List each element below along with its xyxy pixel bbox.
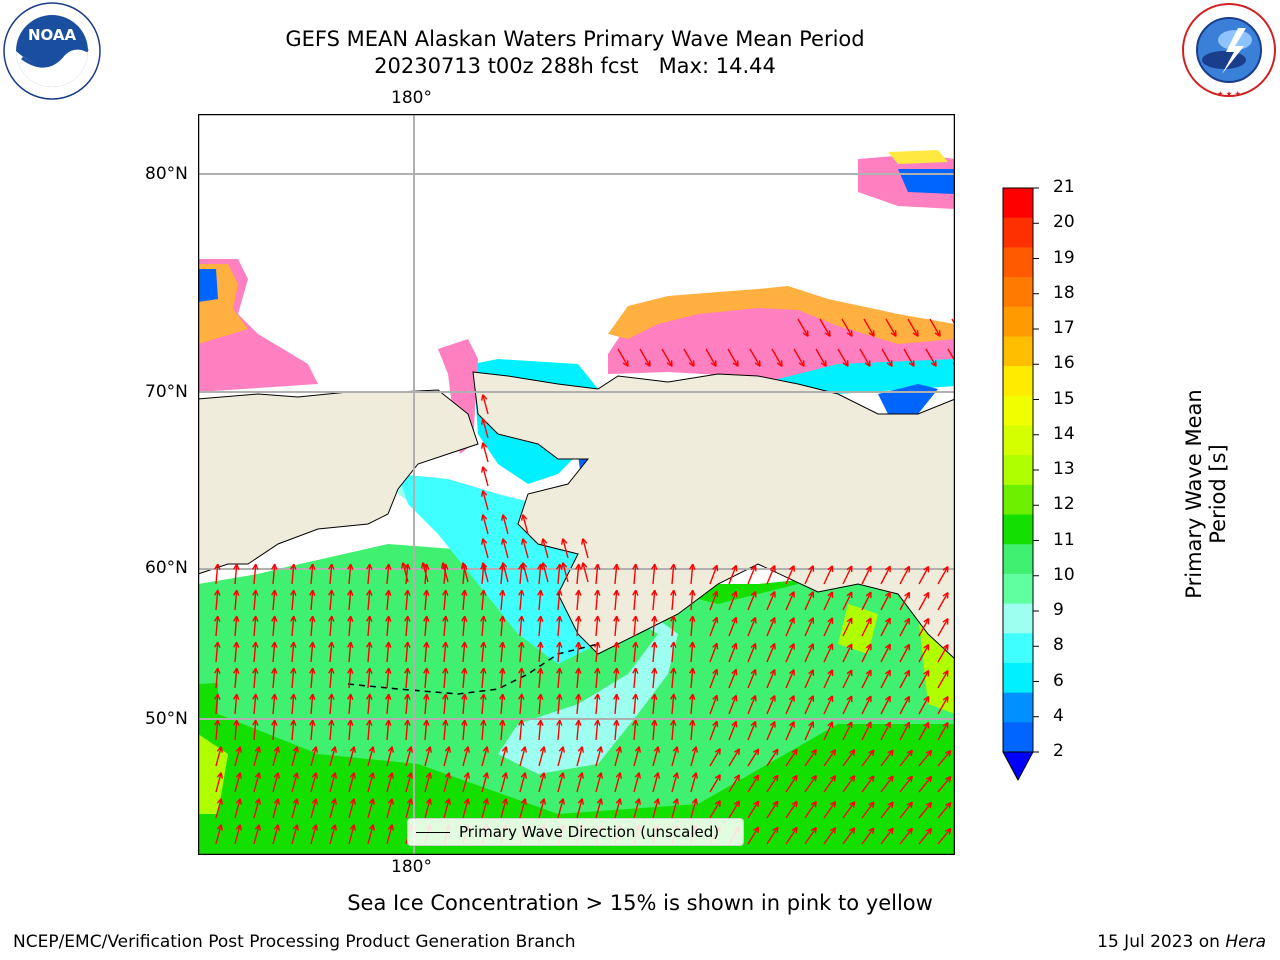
colorbar-tick-label: 20 — [1053, 212, 1075, 233]
colorbar-under-triangle — [1002, 751, 1034, 782]
lat-label-50: 50°N — [145, 709, 188, 729]
credit-host: Hera — [1225, 932, 1266, 952]
map-legend: Primary Wave Direction (unscaled) — [407, 818, 744, 846]
colorbar-bin — [1003, 336, 1033, 367]
colorbar-bin — [1003, 544, 1033, 575]
colorbar-tick-label: 4 — [1053, 705, 1064, 726]
colorbar-tick-label: 8 — [1053, 635, 1064, 656]
colorbar-bin — [1003, 455, 1033, 486]
noaa-logo: NOAA — [2, 2, 102, 100]
colorbar-bin — [1003, 603, 1033, 634]
colorbar-bin — [1003, 306, 1033, 337]
colorbar-tick-label: 10 — [1053, 564, 1075, 585]
colorbar-bin — [1003, 425, 1033, 456]
lon-label-top: 180° — [391, 88, 432, 108]
colorbar-tick-label: 11 — [1053, 529, 1075, 550]
noaa-logo-text: NOAA — [28, 26, 77, 44]
colorbar-tick-label: 6 — [1053, 670, 1064, 691]
map-panel — [197, 113, 956, 856]
lon-label-bottom: 180° — [391, 857, 432, 877]
colorbar-bin — [1003, 247, 1033, 278]
lat-label-60: 60°N — [145, 558, 188, 578]
colorbar-tick-label: 2 — [1053, 741, 1064, 761]
sea-ice-west-blue — [199, 269, 218, 302]
colorbar-bins — [1003, 188, 1033, 753]
colorbar-bin — [1003, 633, 1033, 664]
colorbar-tick-label: 12 — [1053, 494, 1075, 515]
colorbar-tick-label: 15 — [1053, 388, 1075, 409]
ocean-north-pacific-green — [199, 554, 398, 684]
colorbar-bin — [1003, 277, 1033, 308]
colorbar-bin — [1003, 395, 1033, 426]
credit-right: 15 Jul 2023 on Hera — [1097, 932, 1266, 952]
colorbar-tick-label: 16 — [1053, 353, 1075, 374]
legend-line-swatch — [416, 832, 450, 833]
wave-direction-arrows — [214, 318, 954, 845]
colorbar-tick-label: 19 — [1053, 247, 1075, 268]
lat-label-80: 80°N — [145, 164, 188, 184]
chart-title: GEFS MEAN Alaskan Waters Primary Wave Me… — [285, 27, 865, 51]
colorbar-tick-label: 13 — [1053, 459, 1075, 479]
sea-ice-edge-orange — [608, 286, 954, 344]
legend-label: Primary Wave Direction (unscaled) — [459, 823, 720, 841]
credit-left: NCEP/EMC/Verification Post Processing Pr… — [13, 932, 576, 952]
colorbar-bin — [1003, 514, 1033, 545]
colorbar-bin — [1003, 366, 1033, 397]
colorbar-tick-label: 9 — [1053, 600, 1064, 620]
nws-logo: ★ ★ ★ — [1180, 2, 1278, 98]
colorbar-tick-label: 17 — [1053, 318, 1075, 338]
credit-date: 15 Jul 2023 on — [1097, 932, 1226, 952]
colorbar-bin — [1003, 662, 1033, 694]
colorbar-title: Primary Wave Mean Period [s] — [1182, 389, 1230, 599]
ocean-light-green — [218, 544, 954, 814]
ocean-pale-cyan — [388, 474, 678, 774]
colorbar-tick-label: 21 — [1053, 177, 1075, 197]
colorbar-bin — [1003, 484, 1033, 516]
sea-ice-ne-yellow — [888, 150, 948, 164]
colorbar — [995, 180, 1055, 790]
colorbar-bin — [1003, 217, 1033, 248]
sea-ice-ne-blue — [898, 169, 954, 194]
colorbar-bin — [1003, 188, 1033, 219]
lat-label-70: 70°N — [145, 382, 188, 402]
colorbar-bin — [1003, 692, 1033, 723]
sea-ice-note: Sea Ice Concentration > 15% is shown in … — [347, 891, 933, 915]
colorbar-bin — [1003, 573, 1033, 605]
colorbar-tick-label: 14 — [1053, 423, 1075, 444]
chart-subtitle: 20230713 t00z 288h fcst Max: 14.44 — [374, 54, 776, 78]
colorbar-tick-label: 18 — [1053, 282, 1075, 303]
svg-text:★ ★ ★: ★ ★ ★ — [1217, 90, 1241, 98]
wave-period-map — [197, 113, 956, 856]
colorbar-bin — [1003, 722, 1033, 753]
